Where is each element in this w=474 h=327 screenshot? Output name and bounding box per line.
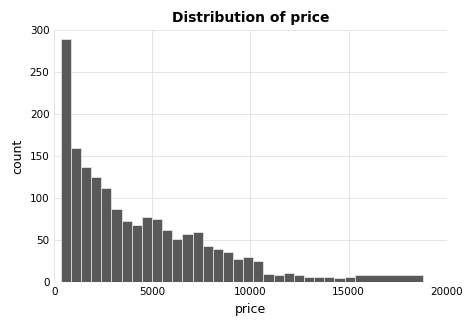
Bar	[101, 188, 111, 283]
Bar	[273, 275, 284, 283]
Bar	[203, 246, 213, 283]
Bar	[172, 239, 182, 283]
Bar	[182, 234, 192, 283]
Bar	[162, 231, 172, 283]
Bar	[132, 225, 142, 283]
Bar	[233, 259, 243, 283]
Bar	[243, 257, 253, 283]
Bar	[61, 39, 71, 283]
Bar	[314, 277, 324, 283]
Bar	[294, 275, 304, 283]
Y-axis label: count: count	[11, 139, 24, 174]
Bar	[121, 221, 132, 283]
Bar	[335, 278, 345, 283]
Bar	[345, 277, 355, 283]
Bar	[81, 166, 91, 283]
Bar	[284, 273, 294, 283]
Bar	[223, 252, 233, 283]
Bar	[253, 262, 264, 283]
Bar	[213, 249, 223, 283]
Bar	[304, 277, 314, 283]
Bar	[192, 232, 203, 283]
Bar	[91, 178, 101, 283]
Bar	[264, 274, 273, 283]
Bar	[71, 148, 81, 283]
Bar	[142, 217, 152, 283]
Bar	[355, 275, 423, 283]
Bar	[324, 277, 335, 283]
Bar	[152, 219, 162, 283]
Title: Distribution of price: Distribution of price	[172, 11, 329, 25]
Bar	[111, 209, 121, 283]
X-axis label: price: price	[235, 303, 266, 316]
